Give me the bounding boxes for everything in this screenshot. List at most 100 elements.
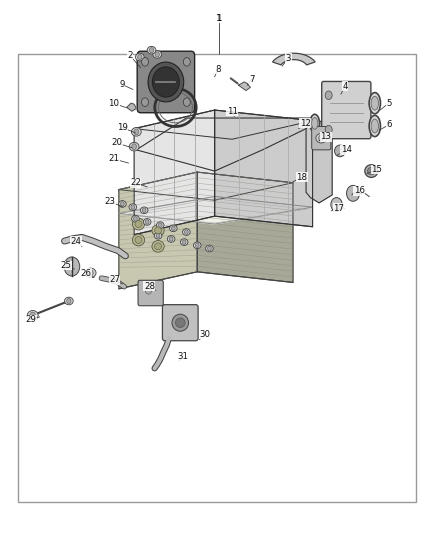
- Ellipse shape: [135, 53, 144, 61]
- Text: 16: 16: [353, 186, 365, 195]
- Polygon shape: [127, 103, 136, 111]
- Ellipse shape: [167, 236, 175, 243]
- Circle shape: [30, 312, 35, 318]
- Circle shape: [159, 223, 162, 228]
- Text: 8: 8: [215, 64, 221, 74]
- Ellipse shape: [369, 115, 381, 136]
- Text: 5: 5: [386, 99, 392, 108]
- FancyBboxPatch shape: [137, 51, 194, 113]
- Text: 15: 15: [371, 165, 382, 174]
- Circle shape: [319, 135, 324, 141]
- Circle shape: [346, 185, 360, 201]
- Text: 7: 7: [249, 75, 254, 84]
- Text: 24: 24: [71, 237, 82, 246]
- Ellipse shape: [170, 225, 177, 232]
- Text: 31: 31: [178, 352, 189, 361]
- Ellipse shape: [64, 297, 73, 305]
- Ellipse shape: [129, 142, 139, 151]
- Text: 19: 19: [117, 123, 128, 132]
- Polygon shape: [272, 53, 315, 65]
- Ellipse shape: [135, 237, 142, 244]
- Ellipse shape: [172, 314, 188, 331]
- Text: 27: 27: [109, 275, 120, 284]
- Circle shape: [145, 287, 152, 294]
- Ellipse shape: [154, 232, 162, 239]
- FancyBboxPatch shape: [322, 82, 371, 139]
- Ellipse shape: [143, 219, 151, 225]
- Text: 26: 26: [81, 269, 92, 278]
- Ellipse shape: [176, 318, 185, 327]
- Text: 29: 29: [25, 315, 36, 324]
- Ellipse shape: [129, 204, 137, 211]
- Circle shape: [325, 125, 332, 134]
- Text: 25: 25: [60, 261, 71, 270]
- Circle shape: [182, 240, 186, 244]
- FancyBboxPatch shape: [138, 280, 163, 306]
- Text: 30: 30: [200, 330, 211, 339]
- Circle shape: [134, 129, 139, 135]
- Circle shape: [155, 52, 159, 57]
- Ellipse shape: [140, 207, 148, 214]
- Circle shape: [142, 208, 146, 213]
- Text: 10: 10: [108, 99, 119, 108]
- Circle shape: [325, 91, 332, 100]
- Ellipse shape: [367, 167, 375, 175]
- Polygon shape: [119, 172, 197, 289]
- Text: 1: 1: [216, 14, 222, 23]
- Ellipse shape: [132, 215, 139, 222]
- Text: 9: 9: [120, 80, 125, 89]
- Polygon shape: [215, 110, 313, 227]
- Polygon shape: [197, 172, 293, 282]
- Text: 23: 23: [105, 197, 116, 206]
- Ellipse shape: [194, 242, 201, 248]
- Ellipse shape: [131, 127, 141, 136]
- Ellipse shape: [156, 222, 164, 229]
- Ellipse shape: [152, 240, 164, 252]
- Ellipse shape: [369, 93, 381, 114]
- Circle shape: [120, 201, 124, 206]
- Circle shape: [156, 233, 160, 238]
- FancyBboxPatch shape: [312, 126, 331, 150]
- Polygon shape: [119, 172, 293, 200]
- Text: 1: 1: [216, 14, 222, 23]
- Ellipse shape: [155, 243, 162, 250]
- Polygon shape: [134, 110, 215, 235]
- Ellipse shape: [132, 234, 145, 246]
- Circle shape: [184, 58, 190, 66]
- Text: 18: 18: [296, 173, 307, 182]
- Text: 28: 28: [144, 281, 155, 290]
- Bar: [18, 54, 416, 503]
- Circle shape: [134, 216, 137, 221]
- Circle shape: [141, 98, 148, 107]
- Ellipse shape: [335, 145, 346, 157]
- Text: 2: 2: [127, 51, 133, 60]
- Polygon shape: [136, 118, 315, 171]
- Circle shape: [67, 298, 71, 303]
- Text: 21: 21: [108, 155, 119, 164]
- Ellipse shape: [148, 62, 184, 102]
- Text: 3: 3: [286, 54, 291, 62]
- Circle shape: [170, 237, 173, 241]
- Text: 11: 11: [226, 107, 237, 116]
- Ellipse shape: [180, 239, 188, 246]
- Text: 4: 4: [343, 82, 348, 91]
- Ellipse shape: [135, 221, 142, 228]
- Polygon shape: [134, 110, 313, 139]
- Text: 6: 6: [387, 120, 392, 129]
- Ellipse shape: [147, 46, 156, 54]
- Circle shape: [184, 98, 190, 107]
- Ellipse shape: [27, 311, 38, 320]
- Ellipse shape: [371, 119, 378, 133]
- Circle shape: [132, 144, 137, 150]
- Polygon shape: [306, 118, 332, 203]
- Circle shape: [331, 198, 342, 212]
- Ellipse shape: [183, 229, 190, 236]
- FancyBboxPatch shape: [162, 305, 198, 341]
- Circle shape: [208, 246, 211, 251]
- Ellipse shape: [85, 268, 96, 278]
- Circle shape: [171, 226, 175, 231]
- Text: 12: 12: [300, 119, 311, 128]
- Circle shape: [145, 220, 149, 224]
- Polygon shape: [239, 82, 251, 91]
- Text: 20: 20: [111, 139, 122, 148]
